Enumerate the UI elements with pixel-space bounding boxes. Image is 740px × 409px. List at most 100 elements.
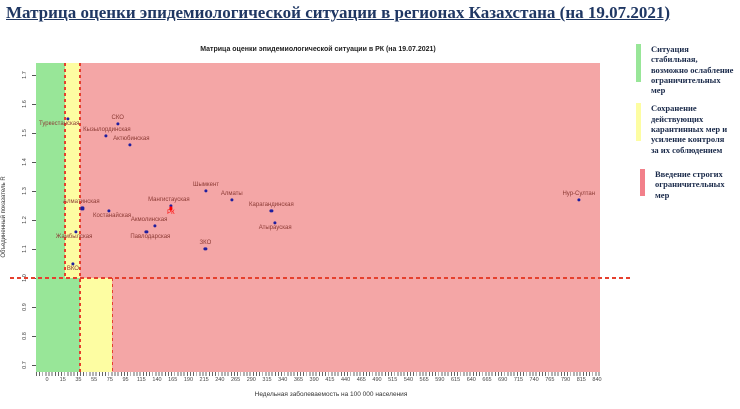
y-tick-mark bbox=[32, 103, 36, 105]
data-point bbox=[153, 224, 157, 228]
y-tick-label: 0.7 bbox=[22, 361, 28, 369]
zone-yellow-upper bbox=[65, 63, 80, 278]
x-tick-label: 540 bbox=[403, 377, 414, 383]
y-tick-mark bbox=[32, 219, 36, 221]
x-axis-label: Недельная заболеваемость на 100 000 насе… bbox=[254, 391, 408, 398]
data-point bbox=[230, 198, 234, 202]
data-point bbox=[273, 221, 277, 225]
x-tick-label: 240 bbox=[215, 377, 225, 383]
x-tick-label: 715 bbox=[513, 377, 524, 383]
y-tick-label: 1.2 bbox=[22, 216, 28, 224]
point-label: Костанайская bbox=[92, 213, 132, 220]
point-label: Кызылординская bbox=[83, 126, 131, 133]
y-tick-mark bbox=[32, 74, 36, 76]
x-tick-label: 95 bbox=[122, 377, 129, 383]
x-axis-minor-ticks bbox=[36, 372, 600, 376]
y-tick-mark bbox=[32, 335, 36, 337]
point-label: Алматы bbox=[220, 190, 243, 197]
x-tick-label: 35 bbox=[75, 377, 82, 383]
legend-text: Сохранение действующих карантинных мер и… bbox=[651, 103, 728, 155]
x-tick-label: 765 bbox=[545, 377, 555, 383]
y-tick-label: 0.9 bbox=[22, 303, 28, 311]
x-tick-label: 215 bbox=[199, 377, 209, 383]
data-point bbox=[71, 261, 75, 266]
y-tick-label: 1.3 bbox=[22, 187, 28, 195]
zone-green-lower bbox=[36, 278, 80, 372]
data-point bbox=[80, 206, 84, 210]
data-point bbox=[269, 209, 273, 213]
point-label: Мангистауская bbox=[148, 196, 190, 203]
point-label: Туркестанская bbox=[39, 120, 80, 127]
point-label: Карагандинская bbox=[249, 202, 294, 209]
point-label: ВКО bbox=[66, 265, 79, 272]
x-tick-label: 55 bbox=[91, 377, 98, 383]
x-tick-label: 265 bbox=[230, 377, 241, 383]
point-label: Актюбинская bbox=[113, 135, 150, 142]
x-tick-label: 365 bbox=[293, 377, 304, 383]
legend-item: Ситуация стабильная, возможно ослабление… bbox=[636, 44, 738, 95]
data-point bbox=[577, 198, 581, 202]
x-tick-label: 340 bbox=[278, 377, 288, 383]
x-tick-label: 15 bbox=[59, 377, 66, 383]
data-point bbox=[169, 203, 173, 208]
point-label: ЗКО bbox=[199, 240, 212, 246]
plot-area: Туркестанская СКО Кызылординская Актюбинска… bbox=[36, 63, 600, 372]
x-tick-label: 590 bbox=[435, 377, 445, 383]
y-axis-label: Объединенный показатель R bbox=[1, 176, 7, 258]
x-tick-label: 515 bbox=[388, 377, 398, 383]
data-point bbox=[204, 189, 208, 193]
point-label: Нур-Султан bbox=[562, 190, 596, 197]
x-tick-label: 75 bbox=[106, 377, 113, 383]
legend-swatch bbox=[636, 44, 641, 82]
legend-item: Введение строгих ограничительных мер bbox=[636, 168, 738, 200]
x-tick-label: 0 bbox=[45, 377, 49, 383]
data-point bbox=[169, 206, 173, 210]
data-point bbox=[128, 143, 132, 147]
x-tick-label: 640 bbox=[466, 377, 476, 383]
legend-item: Сохранение действующих карантинных мер и… bbox=[636, 103, 738, 155]
data-point bbox=[107, 209, 111, 213]
y-tick-label: 0.8 bbox=[22, 332, 28, 340]
x-tick-label: 440 bbox=[340, 377, 351, 383]
page-title: Матрица оценки эпидемиологической ситуац… bbox=[6, 3, 671, 22]
x-tick-label: 315 bbox=[262, 377, 272, 383]
y-tick-label: 1.7 bbox=[22, 71, 28, 79]
data-point bbox=[116, 122, 120, 126]
x-tick-label: 390 bbox=[309, 377, 319, 383]
y-tick-mark bbox=[32, 132, 36, 134]
zone-boundary-line bbox=[79, 63, 81, 372]
zone-boundary-line bbox=[111, 278, 113, 372]
data-point bbox=[144, 230, 148, 234]
zone-green-upper bbox=[36, 63, 66, 278]
x-tick-label: 840 bbox=[592, 377, 602, 383]
data-point bbox=[66, 116, 70, 121]
x-tick-label: 815 bbox=[576, 377, 586, 383]
x-tick-label: 415 bbox=[325, 377, 335, 383]
y-tick-mark bbox=[32, 190, 36, 192]
chart-title: Матрица оценки эпидемиологической ситуац… bbox=[200, 46, 436, 53]
zone-yellow-lower bbox=[80, 278, 113, 372]
y-tick-mark bbox=[32, 306, 36, 308]
data-point bbox=[74, 230, 78, 234]
point-label: Шымкент bbox=[193, 182, 220, 188]
x-tick-label: 165 bbox=[168, 377, 178, 383]
x-tick-label: 690 bbox=[498, 377, 508, 383]
legend-swatch bbox=[636, 103, 641, 142]
point-label: Атырауская bbox=[258, 224, 292, 231]
point-label: Жамбылская bbox=[55, 233, 93, 240]
legend-text: Ситуация стабильная, возможно ослабление… bbox=[651, 44, 734, 96]
y-tick-label: 1.5 bbox=[22, 129, 28, 137]
x-tick-label: 140 bbox=[152, 377, 162, 383]
zone-boundary-line bbox=[64, 63, 66, 278]
legend-text: Введение строгих ограничительных мер bbox=[655, 168, 725, 200]
point-label: Алматинская bbox=[63, 199, 100, 206]
x-tick-label: 665 bbox=[482, 377, 492, 383]
r-threshold-line bbox=[10, 277, 630, 279]
point-label: РК bbox=[167, 210, 175, 217]
point-label: Акмолинская bbox=[130, 216, 168, 223]
y-tick-mark bbox=[32, 248, 36, 250]
point-label: СКО bbox=[111, 115, 124, 122]
y-tick-mark bbox=[32, 364, 36, 366]
x-tick-label: 790 bbox=[560, 377, 571, 383]
